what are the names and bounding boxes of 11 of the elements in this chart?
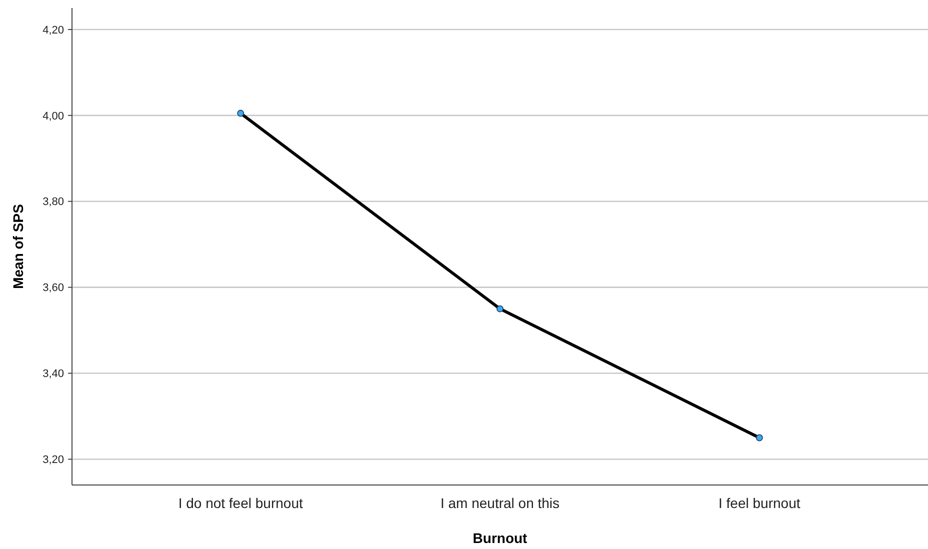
y-tick-label: 3,20 (42, 454, 64, 466)
y-tick-label: 3,40 (42, 368, 64, 380)
y-tick-label: 4,00 (42, 110, 64, 122)
y-tick-label: 3,60 (42, 282, 64, 294)
y-tick-label: 4,20 (42, 24, 64, 36)
x-tick-label: I am neutral on this (440, 495, 560, 511)
y-tick-label: 3,80 (42, 196, 64, 208)
x-tick-label: I do not feel burnout (178, 495, 303, 511)
y-axis-title: Mean of SPS (10, 204, 26, 289)
x-tick-label: I feel burnout (718, 495, 800, 511)
x-axis-title: Burnout (472, 530, 528, 546)
